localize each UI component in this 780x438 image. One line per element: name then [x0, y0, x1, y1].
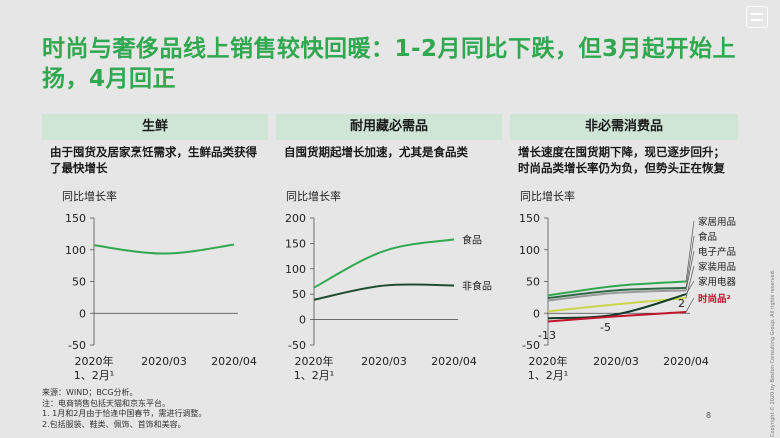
series-label: 家装用品 — [698, 261, 736, 273]
chart-panel-durables: 耐用藏必需品 自囤货期起增长加速，尤其是食品类 同比增长率 -50 0 50 100 15… — [276, 114, 502, 384]
series-label: 家居用品 — [698, 216, 736, 228]
footnote-2: 2.包括服装、鞋类、佩饰、首饰和美容。 — [42, 419, 186, 429]
page-number: 8 — [706, 411, 712, 420]
data-label: 2 — [678, 297, 685, 310]
x-tick-label: 1、2月¹ — [74, 369, 114, 382]
x-tick-label: 2020/03 — [361, 355, 407, 368]
leader-line — [685, 280, 695, 295]
panel-subtitle: 自囤货期起增长加速，尤其是食品类 — [284, 145, 468, 159]
x-tick-label: 2020/03 — [141, 355, 187, 368]
x-tick-label: 2020/04 — [211, 355, 257, 368]
y-tick-label: 0 — [533, 307, 540, 320]
series-label: 家用电器 — [698, 276, 737, 288]
x-tick-label: 2020/04 — [431, 355, 477, 368]
leader-line — [685, 235, 695, 288]
series-line — [93, 243, 235, 255]
y-tick-label: -50 — [68, 339, 86, 352]
x-tick-label: 2020/04 — [663, 355, 709, 368]
y-tick-label: 200 — [285, 212, 306, 225]
y-tick-label: 50 — [292, 288, 306, 301]
y-tick-label: 0 — [79, 307, 86, 320]
x-tick-label: 1、2月¹ — [294, 369, 334, 382]
series-label: 食品 — [462, 233, 482, 246]
y-tick-label: -50 — [522, 339, 540, 352]
series-line — [313, 238, 455, 289]
y-tick-label: 150 — [65, 212, 86, 225]
y-tick-label: 150 — [519, 212, 540, 225]
data-label: -13 — [538, 329, 556, 342]
series-label: 非食品 — [462, 280, 492, 293]
footnote-1: 1. 1月和2月由于恰逢中国春节，需进行调整。 — [42, 409, 207, 418]
footnote-note: 注：电商销售包括天猫和京东平台。 — [42, 398, 170, 408]
y-tick-label: 100 — [285, 263, 306, 276]
x-tick-label: 2020年 — [75, 354, 114, 368]
panel-title: 生鲜 — [42, 114, 268, 140]
y-tick-label: 100 — [65, 244, 86, 257]
bcg-logo-icon — [746, 6, 768, 28]
leader-line — [685, 297, 695, 313]
y-tick-label: 100 — [519, 244, 540, 257]
leader-line — [685, 220, 695, 282]
series-label: 时尚品² — [698, 293, 731, 305]
chart-panel-fresh: 生鲜 由于囤货及居家烹饪需求，生鲜品类获得了最快增长 同比增长率 -50 0 50 10… — [42, 114, 268, 384]
y-tick-label: 50 — [526, 276, 540, 289]
copyright-text: Copyright © 2020 by Boston Consulting Gr… — [770, 269, 776, 437]
x-tick-label: 2020年 — [529, 354, 568, 368]
y-tick-label: -50 — [288, 339, 306, 352]
leader-line — [685, 250, 695, 291]
panel-subtitle: 增长速度在囤货期下降，现已逐步回升；时尚品类增长率仍为负，但势头正在恢复 — [518, 145, 725, 175]
series-label: 食品 — [698, 231, 717, 243]
y-tick-label: 0 — [299, 314, 306, 327]
panel-title: 耐用藏必需品 — [276, 114, 502, 140]
x-tick-label: 1、2月¹ — [528, 369, 568, 382]
series-label: 电子产品 — [698, 246, 736, 258]
footnote-source: 来源：WIND；BCG分析。 — [42, 388, 138, 397]
series-line — [313, 283, 455, 301]
x-tick-label: 2020/03 — [593, 355, 639, 368]
chart-panel-discretionary: 非必需消费品 增长速度在囤货期下降，现已逐步回升；时尚品类增长率仍为负，但势头正… — [510, 114, 738, 384]
footnotes: 来源：WIND；BCG分析。 注：电商销售包括天猫和京东平台。 1. 1月和2月… — [42, 388, 206, 430]
y-axis-label: 同比增长率 — [62, 189, 117, 203]
page-title: 时尚与奢侈品线上销售较快回暖：1-2月同比下跌，但3月起开始上扬，4月回正 — [42, 36, 737, 92]
data-label: -5 — [600, 321, 611, 334]
y-tick-label: 50 — [72, 276, 86, 289]
y-axis-label: 同比增长率 — [286, 189, 341, 203]
y-tick-label: 150 — [285, 237, 306, 250]
panel-subtitle: 由于囤货及居家烹饪需求，生鲜品类获得了最快增长 — [50, 145, 257, 175]
panel-title: 非必需消费品 — [510, 114, 738, 140]
x-tick-label: 2020年 — [295, 354, 334, 368]
y-axis-label: 同比增长率 — [520, 189, 575, 203]
